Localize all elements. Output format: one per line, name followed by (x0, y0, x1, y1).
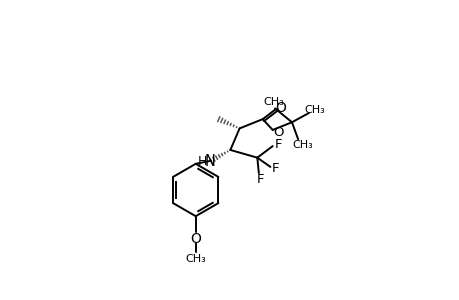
Text: O: O (275, 100, 286, 115)
Text: H: H (197, 155, 207, 168)
Text: O: O (190, 232, 201, 245)
Text: CH₃: CH₃ (292, 140, 313, 150)
Text: CH₃: CH₃ (304, 105, 325, 115)
Text: CH₃: CH₃ (185, 254, 206, 263)
Text: O: O (272, 126, 283, 139)
Text: CH₃: CH₃ (263, 97, 283, 107)
Text: F: F (256, 173, 263, 187)
Text: F: F (271, 162, 279, 175)
Text: N: N (204, 154, 214, 169)
Text: F: F (274, 138, 281, 151)
